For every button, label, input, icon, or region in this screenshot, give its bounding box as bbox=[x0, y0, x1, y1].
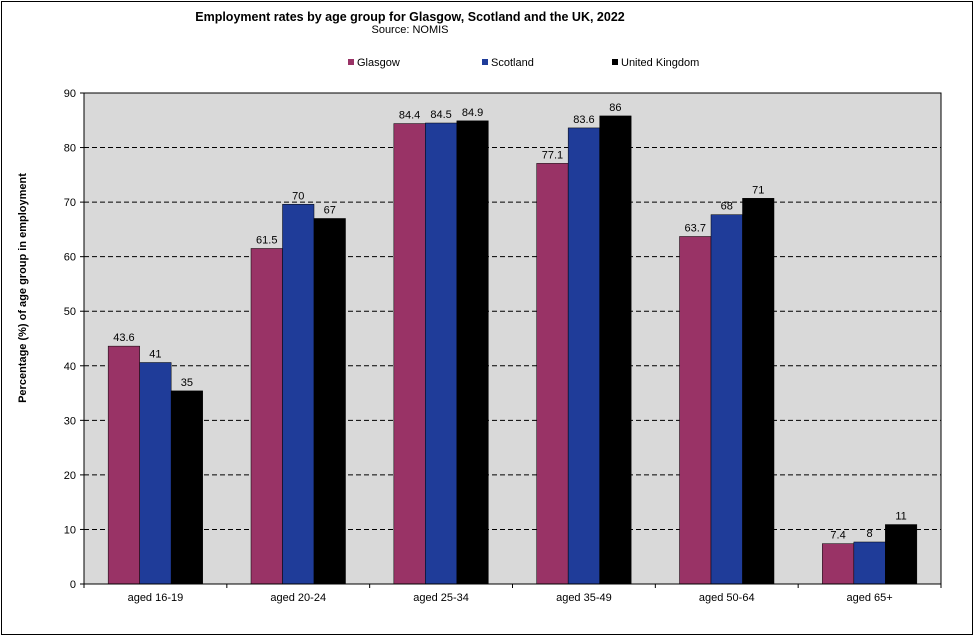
data-label-united-kingdom-aged-20-24: 67 bbox=[324, 204, 336, 216]
bar-scotland-aged-16-19 bbox=[139, 362, 172, 585]
data-label-glasgow-aged-35-49: 77.1 bbox=[542, 149, 563, 161]
y-tick-label-60: 60 bbox=[64, 252, 76, 264]
bar-united-kingdom-aged-65 bbox=[885, 524, 918, 585]
legend-item-scotland: Scotland bbox=[482, 56, 534, 70]
legend-swatch-glasgow bbox=[348, 59, 354, 65]
bar-scotland-aged-50-64 bbox=[710, 214, 743, 585]
data-label-united-kingdom-aged-65: 11 bbox=[895, 511, 906, 523]
bar-glasgow-aged-25-34 bbox=[393, 123, 426, 585]
bar-scotland-aged-20-24 bbox=[282, 204, 315, 585]
data-label-united-kingdom-aged-16-19: 35 bbox=[181, 377, 193, 389]
data-label-scotland-aged-25-34: 84.5 bbox=[430, 109, 451, 121]
bar-glasgow-aged-50-64 bbox=[679, 236, 712, 585]
chart-title: Employment rates by age group for Glasgo… bbox=[195, 10, 625, 24]
data-label-scotland-aged-35-49: 83.6 bbox=[573, 114, 594, 126]
plot-background bbox=[84, 93, 941, 584]
data-label-united-kingdom-aged-35-49: 86 bbox=[609, 102, 621, 114]
y-tick-label-30: 30 bbox=[64, 415, 76, 427]
y-tick-label-10: 10 bbox=[64, 524, 76, 536]
data-label-glasgow-aged-25-34: 84.4 bbox=[399, 110, 420, 122]
y-tick-label-90: 90 bbox=[64, 88, 76, 100]
bar-glasgow-aged-65 bbox=[822, 543, 855, 585]
bar-scotland-aged-65 bbox=[853, 541, 886, 585]
bar-glasgow-aged-20-24 bbox=[250, 248, 283, 585]
title-block: Employment rates by age group for Glasgo… bbox=[180, 10, 640, 37]
data-label-scotland-aged-50-64: 68 bbox=[721, 201, 733, 213]
y-tick-label-80: 80 bbox=[64, 143, 76, 155]
legend-label-scotland: Scotland bbox=[491, 57, 534, 69]
y-axis-title: Percentage (%) of age group in employmen… bbox=[17, 173, 29, 403]
y-tick-label-0: 0 bbox=[70, 579, 76, 591]
bar-glasgow-aged-16-19 bbox=[107, 345, 140, 585]
bar-scotland-aged-35-49 bbox=[567, 127, 600, 585]
bar-scotland-aged-25-34 bbox=[425, 122, 458, 585]
plot-area: 0 10 20 30 40 50 60 70 80 90 43.6 41 35 aged 16-19 61.… bbox=[64, 88, 942, 604]
data-label-glasgow-aged-20-24: 61.5 bbox=[256, 234, 277, 246]
chart-subtitle: Source: NOMIS bbox=[371, 24, 449, 36]
data-label-scotland-aged-16-19: 41 bbox=[149, 349, 161, 361]
bar-united-kingdom-aged-50-64 bbox=[742, 198, 775, 585]
bar-glasgow-aged-35-49 bbox=[536, 163, 569, 585]
bar-united-kingdom-aged-20-24 bbox=[313, 218, 346, 585]
legend-item-glasgow: Glasgow bbox=[348, 56, 400, 70]
data-label-scotland-aged-65: 8 bbox=[867, 528, 873, 540]
x-tick-label-aged-25-34: aged 25-34 bbox=[413, 592, 469, 604]
y-tick-label-40: 40 bbox=[64, 361, 76, 373]
data-label-united-kingdom-aged-25-34: 84.9 bbox=[462, 107, 483, 119]
data-label-glasgow-aged-50-64: 63.7 bbox=[685, 222, 706, 234]
bar-united-kingdom-aged-35-49 bbox=[599, 115, 632, 585]
x-tick-label-aged-50-64: aged 50-64 bbox=[699, 592, 755, 604]
y-tick-label-50: 50 bbox=[64, 306, 76, 318]
y-tick-label-70: 70 bbox=[64, 197, 76, 209]
legend-label-united-kingdom: United Kingdom bbox=[621, 57, 700, 69]
plot-border bbox=[83, 92, 942, 585]
data-label-scotland-aged-20-24: 70 bbox=[292, 190, 304, 202]
data-label-glasgow-aged-16-19: 43.6 bbox=[113, 332, 134, 344]
legend: Glasgow Scotland United Kingdom bbox=[0, 56, 976, 72]
x-tick-label-aged-20-24: aged 20-24 bbox=[270, 592, 326, 604]
legend-label-glasgow: Glasgow bbox=[357, 57, 400, 69]
legend-swatch-scotland bbox=[482, 59, 488, 65]
x-tick-label-aged-35-49: aged 35-49 bbox=[556, 592, 612, 604]
legend-item-united-kingdom: United Kingdom bbox=[612, 56, 699, 70]
data-label-united-kingdom-aged-50-64: 71 bbox=[752, 184, 764, 196]
x-tick-label-aged-16-19: aged 16-19 bbox=[128, 592, 184, 604]
x-tick-label-aged-65: aged 65+ bbox=[846, 592, 892, 604]
legend-swatch-united-kingdom bbox=[612, 59, 618, 65]
bar-united-kingdom-aged-16-19 bbox=[170, 390, 203, 585]
bar-united-kingdom-aged-25-34 bbox=[456, 120, 489, 585]
y-tick-label-20: 20 bbox=[64, 470, 76, 482]
data-label-glasgow-aged-65: 7.4 bbox=[830, 530, 845, 542]
